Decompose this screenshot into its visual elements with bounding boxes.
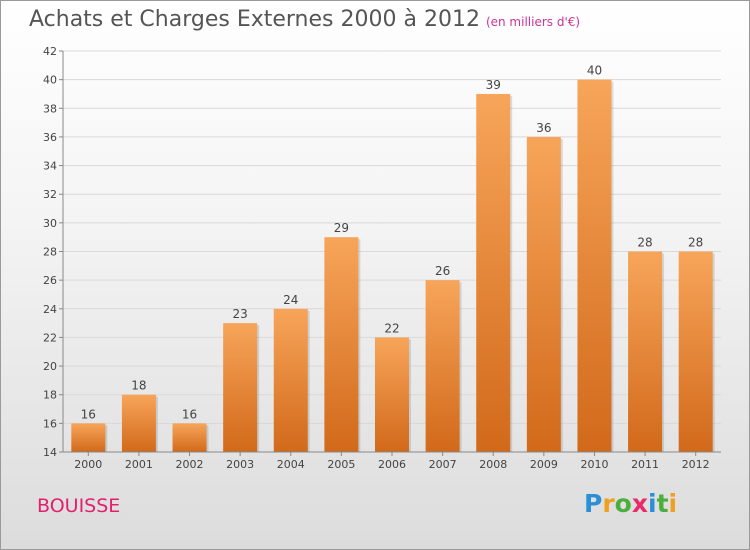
logo-letter: t: [656, 489, 669, 518]
y-tick-label: 14: [43, 446, 57, 459]
y-tick-label: 24: [43, 303, 57, 316]
data-label: 22: [384, 321, 399, 335]
y-tick-label: 36: [43, 131, 57, 144]
town-name: BOUISSE: [37, 495, 121, 517]
logo-letter: r: [602, 489, 615, 518]
chart-title: Achats et Charges Externes 2000 à 2012 (e…: [29, 7, 580, 32]
y-tick-label: 26: [43, 274, 57, 287]
logo-letter: x: [631, 489, 648, 518]
bar: [577, 79, 612, 453]
data-label: 40: [587, 64, 602, 78]
x-tick-label: 2004: [277, 458, 305, 471]
x-tick-label: 2002: [176, 458, 204, 471]
bars: [71, 79, 715, 453]
bar: [223, 323, 258, 452]
proxiti-logo: Proxiti: [584, 489, 677, 518]
x-tick-label: 2007: [429, 458, 457, 471]
bar: [375, 337, 409, 452]
x-tick-label: 2011: [631, 458, 659, 471]
x-tick-label: 2012: [682, 458, 710, 471]
x-tick-label: 2008: [479, 458, 507, 471]
x-tick-label: 2006: [378, 458, 406, 471]
y-tick-label: 20: [43, 360, 57, 373]
logo-letter: i: [668, 489, 678, 518]
y-tick-label: 40: [43, 74, 57, 87]
chart-title-text: Achats et Charges Externes 2000 à 2012: [29, 7, 480, 32]
data-label: 26: [435, 264, 450, 278]
bar: [324, 237, 359, 452]
logo-letter: i: [648, 489, 657, 518]
data-label: 39: [486, 78, 501, 92]
y-tick-label: 32: [43, 188, 57, 201]
y-tick-label: 42: [43, 45, 57, 58]
data-label: 28: [637, 236, 652, 250]
data-label: 28: [688, 236, 703, 250]
data-label: 36: [536, 121, 551, 135]
y-tick-label: 30: [43, 217, 57, 230]
y-tick-label: 34: [43, 160, 57, 173]
y-tick-label: 18: [43, 389, 57, 402]
logo-letter: P: [584, 489, 603, 518]
logo-letter: o: [614, 489, 632, 518]
x-tick-label: 2000: [74, 458, 102, 471]
bar: [71, 423, 106, 452]
bar: [678, 251, 713, 452]
data-label: 24: [283, 293, 298, 307]
x-tick-label: 2010: [580, 458, 608, 471]
axes: 14 16 18 20 22 24 26 28 30 32 34 36 38 40 42 2000 2001 20…: [43, 45, 721, 471]
chart-subtitle: (en milliers d'€): [485, 15, 581, 29]
bar: [121, 394, 156, 452]
x-tick-label: 2009: [530, 458, 558, 471]
data-label: 16: [182, 407, 197, 421]
bar: [628, 251, 663, 452]
data-label: 18: [131, 379, 146, 393]
x-tick-label: 2005: [327, 458, 355, 471]
x-tick-label: 2001: [125, 458, 153, 471]
y-tick-label: 22: [43, 331, 57, 344]
y-tick-label: 16: [43, 417, 57, 430]
bar: [273, 308, 308, 452]
y-tick-label: 28: [43, 246, 57, 259]
data-label: 16: [81, 407, 96, 421]
data-label: 23: [233, 307, 248, 321]
bar: [425, 280, 460, 452]
y-tick-label: 38: [43, 102, 57, 115]
data-label: 29: [334, 221, 349, 235]
bar: [526, 136, 561, 452]
bar: [172, 423, 207, 452]
bar: [476, 93, 511, 452]
x-tick-label: 2003: [226, 458, 254, 471]
data-labels: 16 18 16 23 24 29 22 26 39 36 40 28 28: [81, 64, 704, 422]
